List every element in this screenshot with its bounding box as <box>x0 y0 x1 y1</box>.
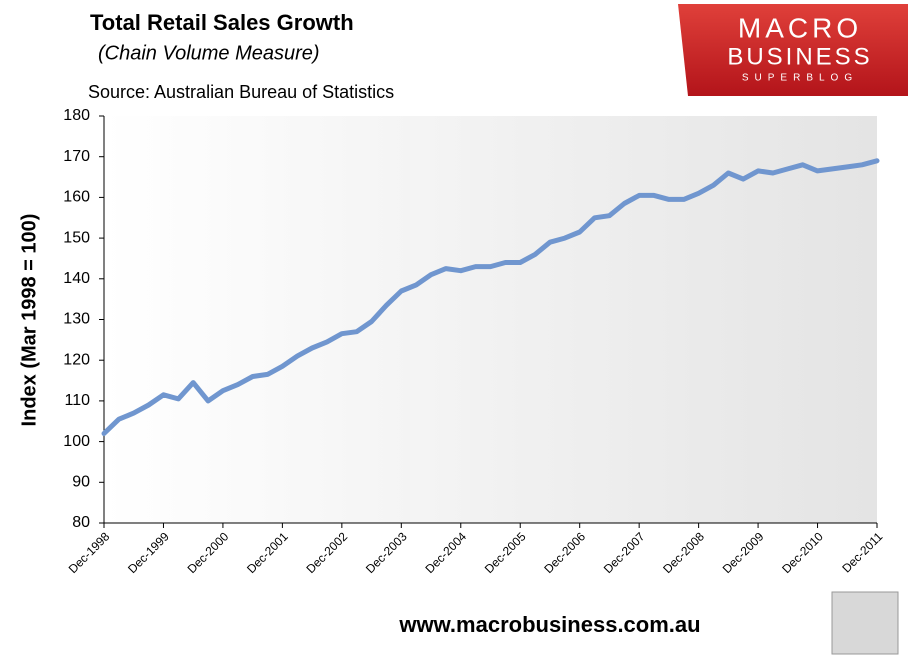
x-tick-label: Dec-2000 <box>185 529 232 576</box>
chart-subtitle: (Chain Volume Measure) <box>98 42 320 64</box>
x-tick-label: Dec-2010 <box>779 529 826 576</box>
x-tick-label: Dec-2006 <box>541 529 588 576</box>
logo-text: BUSINESS <box>727 43 872 70</box>
y-tick-label: 170 <box>63 148 90 165</box>
logo-text: MACRO <box>738 12 862 43</box>
x-tick-label: Dec-2001 <box>244 529 291 576</box>
source: Source: Australian Bureau of Statistics <box>88 82 394 102</box>
y-tick-label: 180 <box>63 107 90 124</box>
chart-title: Total Retail Sales Growth <box>90 10 354 35</box>
y-tick-label: 150 <box>63 229 90 246</box>
y-tick-label: 130 <box>63 311 90 328</box>
x-tick-label: Dec-2007 <box>601 529 648 576</box>
x-tick-label: Dec-2005 <box>482 529 529 576</box>
logo-box <box>678 4 908 96</box>
y-tick-label: 140 <box>63 270 90 287</box>
y-tick-label: 110 <box>64 392 90 409</box>
y-axis-label: Index (Mar 1998 = 100) <box>18 214 40 427</box>
x-tick-label: Dec-2011 <box>839 529 885 575</box>
y-tick-label: 100 <box>63 433 90 450</box>
fox-icon <box>831 591 899 655</box>
line <box>101 158 880 436</box>
y-tick-label: 160 <box>63 189 90 206</box>
logo-text: SUPERBLOG <box>742 73 858 84</box>
y-tick-label: 120 <box>63 351 90 368</box>
x-tick-label: Dec-2002 <box>304 529 351 576</box>
x-tick-label: Dec-2008 <box>660 529 707 576</box>
x-tick-label: Dec-1998 <box>66 529 113 576</box>
x-tick-label: Dec-2009 <box>720 529 767 576</box>
y-tick-label: 90 <box>72 474 90 491</box>
x-tick-label: Dec-2004 <box>422 529 469 576</box>
footer: www.macrobusiness.com.au <box>398 612 700 637</box>
plot-area <box>104 116 877 523</box>
x-tick-label: Dec-1999 <box>125 529 172 576</box>
x-tick-label: Dec-2003 <box>363 529 410 576</box>
y-tick-label: 80 <box>72 514 90 531</box>
